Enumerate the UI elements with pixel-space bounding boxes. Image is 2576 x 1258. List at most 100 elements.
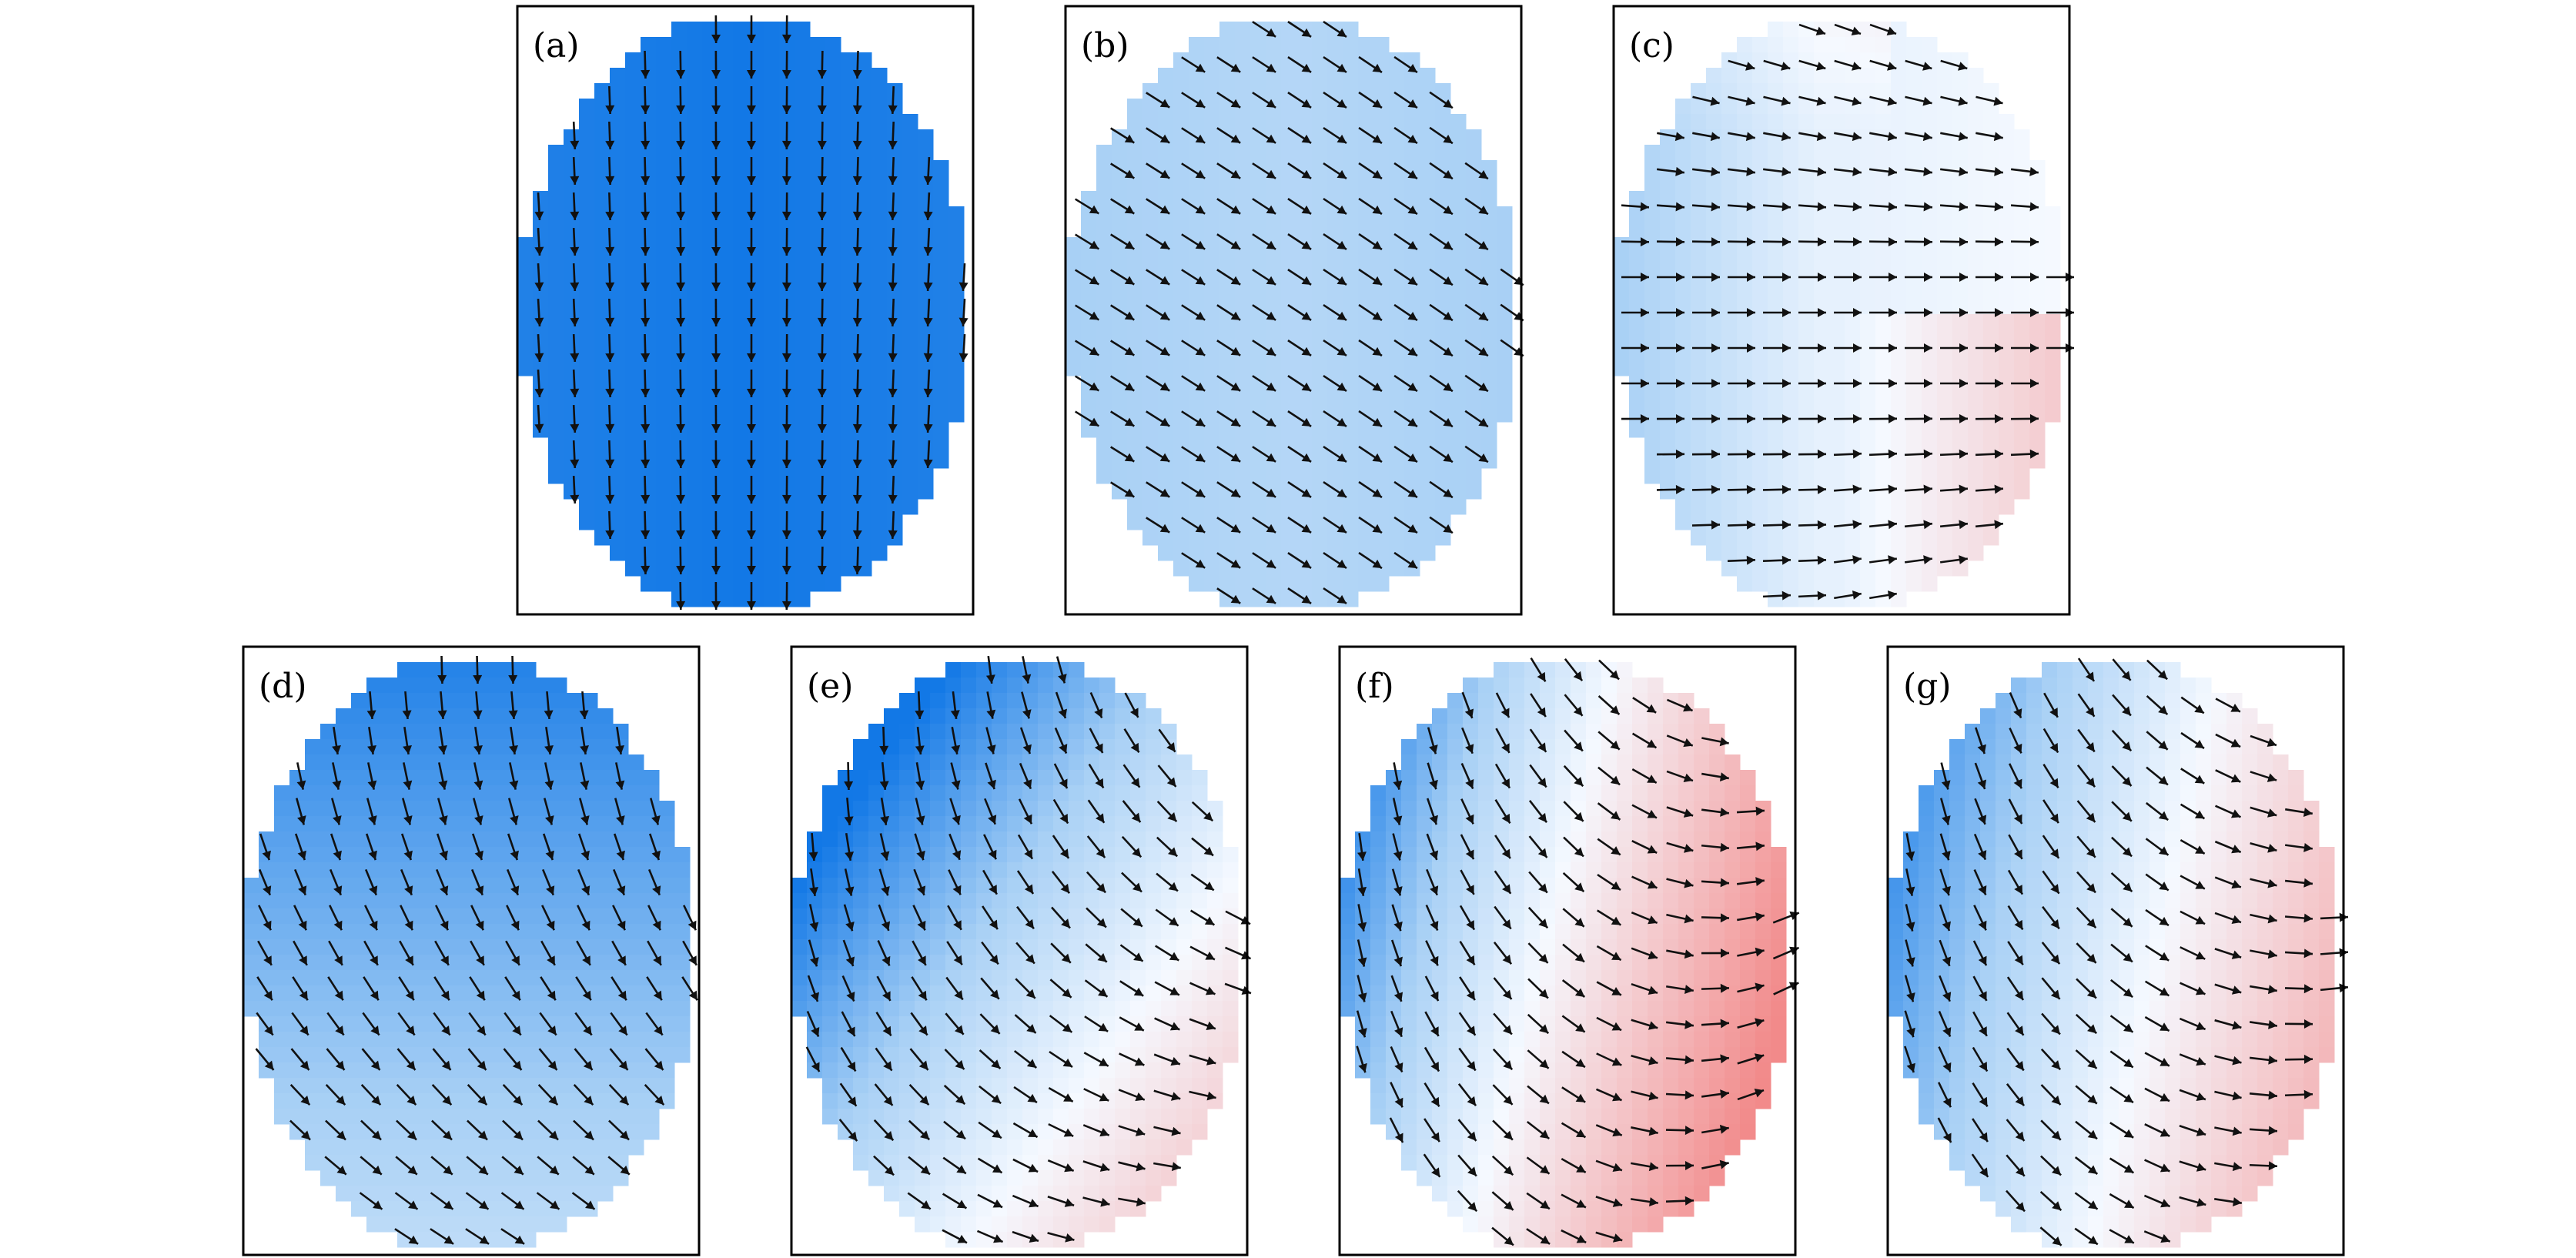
spin-arrowhead (2086, 812, 2096, 822)
spin-arrowhead (1130, 742, 1139, 753)
spin-arrowhead (508, 674, 518, 684)
spin-arrowhead (1684, 985, 1694, 994)
spin-arrowhead (888, 140, 898, 149)
spin-arrowhead (1711, 343, 1720, 353)
spin-arrowhead (2013, 743, 2022, 754)
spin-arrowhead (479, 1235, 490, 1244)
spin-arrowhead (477, 1096, 487, 1106)
spin-arrowhead (1230, 453, 1241, 462)
spin-arrowhead (2029, 202, 2039, 212)
spin-arrowhead (781, 565, 791, 574)
spin-arrowhead (1096, 883, 1106, 893)
spin-arrowhead (2196, 1198, 2206, 1207)
spin-arrowhead (1711, 484, 1720, 494)
spin-arrowhead (1096, 813, 1105, 823)
spin-arrowhead (2195, 986, 2206, 995)
spin-arrowhead (2303, 878, 2313, 888)
spin-arrowhead (1301, 488, 1312, 497)
spin-arrowhead (1159, 382, 1170, 391)
spin-arrowhead (476, 990, 485, 1001)
spin-arrowhead (809, 887, 818, 896)
spin-arrowhead (1817, 555, 1826, 565)
spin-arrowhead (510, 850, 519, 861)
spin-arrowhead (1888, 449, 1897, 459)
spin-arrowhead (510, 920, 520, 931)
spin-arrowhead (1747, 308, 1755, 317)
spin-arrowhead (549, 1165, 559, 1175)
spin-arrowhead (1941, 780, 1951, 790)
spin-arrowhead (1023, 779, 1032, 789)
spin-arrowhead (1064, 1163, 1074, 1173)
spin-arrowhead (711, 423, 721, 433)
spin-arrowhead (1022, 674, 1032, 684)
spin-arrowhead (1923, 555, 1932, 565)
spin-arrowhead (810, 992, 819, 1002)
spin-arrowhead (297, 850, 306, 861)
spin-arrowhead (1230, 205, 1241, 214)
spin-arrowhead (1467, 1131, 1477, 1141)
magnetization-map (791, 662, 1239, 1248)
spin-arrowhead (514, 1200, 524, 1209)
spin-arrowhead (746, 317, 756, 326)
spin-arrowhead (580, 815, 590, 825)
spin-arrowhead (781, 34, 791, 43)
spin-arrowhead (746, 140, 756, 149)
spin-arrowhead (1478, 170, 1488, 179)
spin-arrowhead (845, 851, 855, 861)
spin-arrowhead (1993, 132, 2003, 142)
panel-frame (516, 5, 975, 616)
spin-arrowhead (654, 1025, 663, 1036)
spin-arrowhead (991, 1094, 1002, 1104)
spin-arrowhead (852, 494, 862, 504)
spin-arrowhead (1195, 134, 1206, 143)
spin-arrowhead (992, 1164, 1002, 1173)
spin-arrowhead (1720, 1089, 1729, 1099)
spin-arrowhead (2196, 1127, 2206, 1136)
spin-arrowhead (1230, 134, 1241, 143)
spin-arrowhead (1028, 1163, 1039, 1173)
spin-arrowhead (2267, 773, 2277, 782)
spin-arrowhead (746, 459, 756, 468)
spin-arrowhead (1852, 449, 1862, 459)
spin-arrowhead (2232, 1091, 2242, 1101)
spin-arrowhead (580, 780, 590, 790)
spin-arrowhead (1089, 382, 1099, 391)
spin-arrowhead (1337, 63, 1347, 72)
spin-arrowhead (1641, 379, 1649, 388)
spin-arrowhead (1064, 1198, 1075, 1207)
spin-arrowhead (1430, 1026, 1439, 1036)
spin-arrowhead (1429, 815, 1438, 825)
spin-arrowhead (1301, 559, 1312, 568)
spin-arrowhead (1647, 880, 1658, 889)
spin-arrowhead (1478, 453, 1488, 463)
spin-arrowhead (954, 1025, 964, 1035)
spin-arrowhead (1853, 343, 1862, 353)
spin-arrowhead (1230, 559, 1241, 568)
spin-arrowhead (955, 1095, 965, 1105)
spin-arrowhead (1089, 311, 1099, 320)
spin-arrowhead (1065, 1233, 1075, 1243)
spin-arrowhead (1995, 273, 2003, 282)
spin-arrowhead (817, 353, 827, 362)
spin-arrowhead (919, 1095, 929, 1106)
spin-arrowhead (1466, 885, 1474, 895)
spin-arrowhead (845, 956, 855, 966)
spin-arrowhead (1574, 741, 1583, 751)
spin-arrowhead (1131, 812, 1141, 823)
spin-arrowhead (951, 780, 961, 790)
spin-arrowhead (1059, 813, 1069, 824)
spin-arrowhead (1538, 989, 1548, 999)
spin-arrowhead (1887, 96, 1897, 106)
spin-arrowhead (547, 990, 556, 1001)
spin-arrowhead (1886, 26, 1896, 35)
spin-arrowhead (1958, 62, 1968, 71)
spin-arrowhead (1159, 453, 1170, 462)
panel-label: (d) (259, 667, 307, 706)
spin-arrowhead (1746, 555, 1755, 565)
spin-arrowhead (958, 282, 969, 291)
spin-arrowhead (1062, 989, 1072, 998)
spin-arrowhead (988, 815, 997, 825)
spin-arrowhead (2159, 987, 2170, 996)
spin-arrowhead (1684, 1196, 1694, 1206)
spin-arrowhead (1575, 1093, 1586, 1102)
